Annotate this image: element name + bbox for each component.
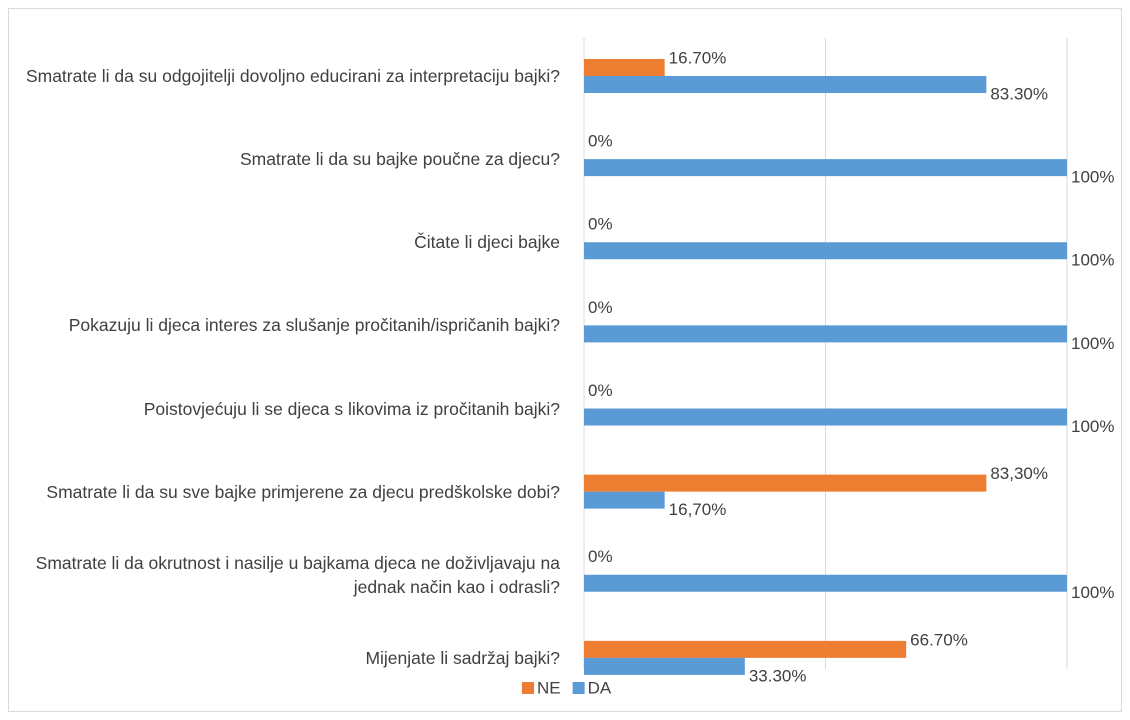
value-label: 0% (588, 132, 613, 151)
category-label: Čitate li djeci bajke (414, 232, 560, 253)
value-label: 83,30% (990, 464, 1048, 483)
category-label: Smatrate li da su odgojitelji dovoljno e… (25, 66, 560, 86)
bar (584, 474, 987, 492)
category-label: Poistovjećuju li se djeca s likovima iz … (143, 398, 560, 419)
value-label: 83.30% (990, 84, 1048, 103)
bar (584, 657, 745, 675)
value-label: 0% (588, 298, 613, 317)
bar (584, 640, 907, 658)
value-label: 100% (1071, 417, 1114, 436)
bar (584, 325, 1067, 343)
bar (584, 76, 987, 93)
value-label: 16,70% (669, 500, 727, 519)
category-label: Smatrate li da okrutnost i nasilje u baj… (35, 552, 560, 597)
value-label: 100% (1071, 251, 1114, 270)
bar (584, 408, 1067, 426)
value-label: 0% (588, 381, 613, 400)
value-label: 100% (1071, 334, 1114, 353)
value-label: 100% (1071, 583, 1114, 602)
category-label: Smatrate li da su bajke poučne za djecu? (239, 149, 560, 170)
value-label: 100% (1071, 168, 1114, 187)
legend-swatch (572, 682, 585, 694)
bar (584, 242, 1067, 260)
value-label: 66.70% (910, 630, 968, 649)
legend-swatch (522, 682, 534, 694)
bar (584, 59, 665, 76)
legend-label: DA (588, 678, 612, 697)
value-label: 0% (588, 547, 613, 566)
chart-frame (8, 8, 1122, 712)
value-label: 33.30% (749, 666, 807, 685)
value-label: 0% (588, 215, 613, 234)
value-label: 16.70% (669, 48, 727, 67)
category-label: Mijenjate li sadržaj bajki? (365, 647, 560, 668)
category-label: Smatrate li da su sve bajke primjerene z… (46, 481, 560, 502)
category-label: Pokazuju li djeca interes za slušanje pr… (68, 315, 560, 336)
legend-label: NE (537, 678, 561, 697)
bar (584, 491, 665, 509)
bar (584, 159, 1067, 177)
bar (584, 574, 1067, 592)
